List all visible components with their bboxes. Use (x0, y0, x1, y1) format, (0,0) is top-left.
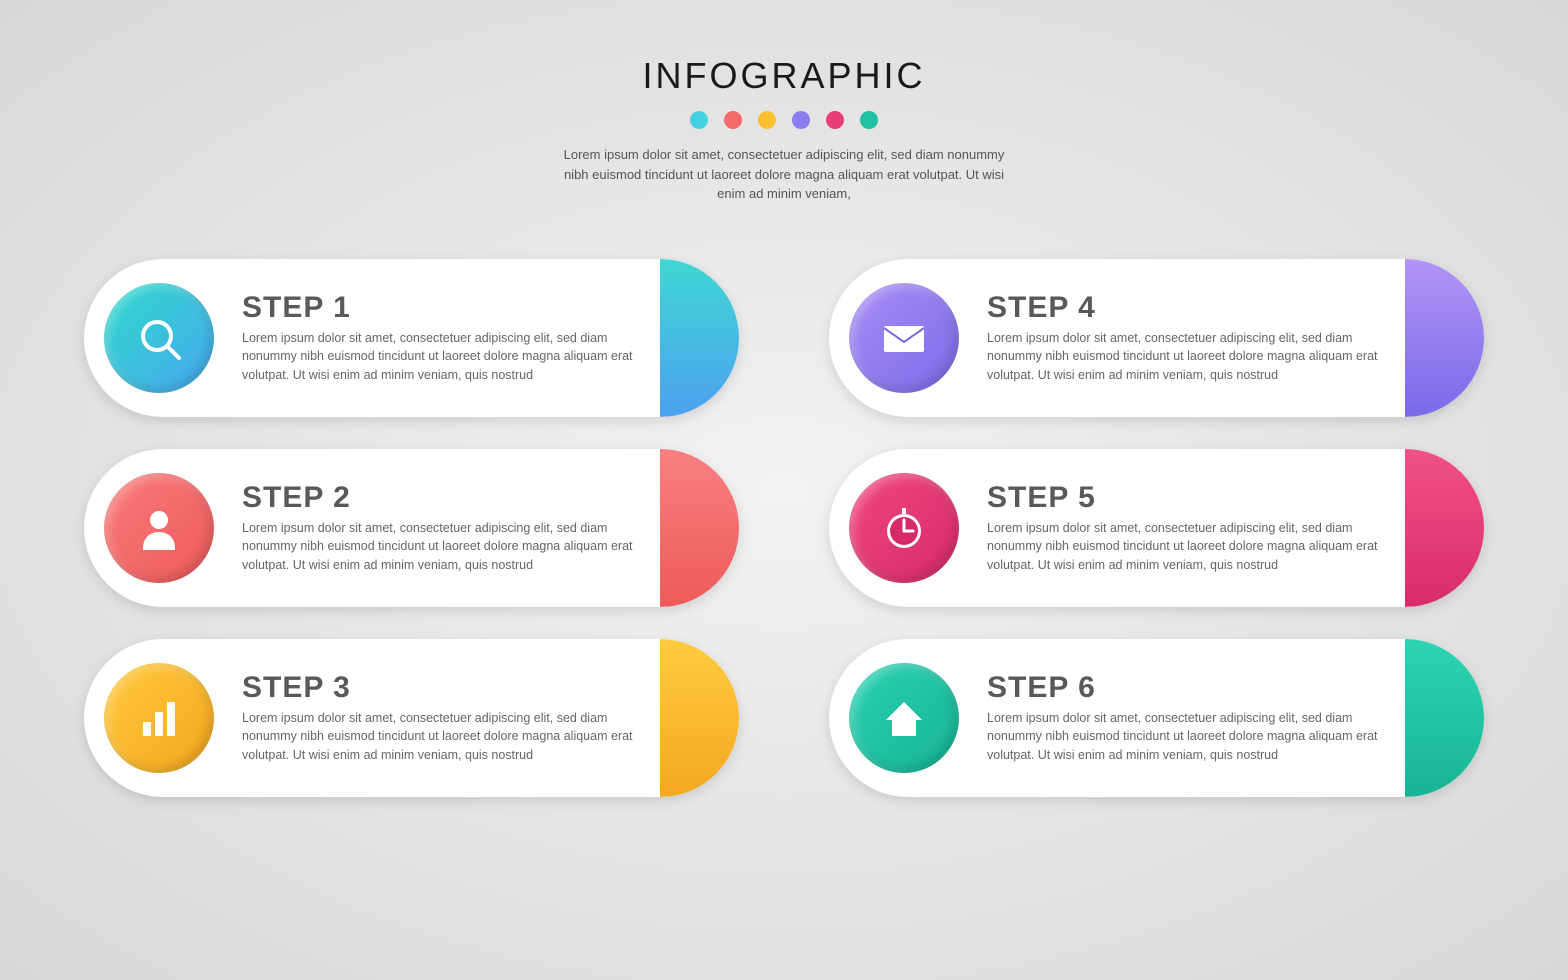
card-end-cap (660, 449, 739, 607)
user-icon (104, 473, 214, 583)
step-card: STEP 4 Lorem ipsum dolor sit amet, consec… (829, 259, 1484, 417)
step-card: STEP 1 Lorem ipsum dolor sit amet, consec… (84, 259, 739, 417)
card-end-cap (1405, 449, 1484, 607)
page-title: INFOGRAPHIC (554, 55, 1014, 97)
chart-icon (104, 663, 214, 773)
step-text: STEP 5 Lorem ipsum dolor sit amet, consec… (987, 481, 1404, 573)
mail-icon (849, 283, 959, 393)
step-title: STEP 4 (987, 291, 1404, 325)
step-description: Lorem ipsum dolor sit amet, consectetuer… (242, 329, 659, 383)
step-text: STEP 1 Lorem ipsum dolor sit amet, consec… (242, 291, 659, 383)
card-end-cap (1405, 639, 1484, 797)
legend-dot (792, 111, 810, 129)
legend-dot (758, 111, 776, 129)
header: INFOGRAPHIC Lorem ipsum dolor sit amet, … (554, 55, 1014, 204)
header-subtitle: Lorem ipsum dolor sit amet, consectetuer… (554, 145, 1014, 204)
step-card: STEP 5 Lorem ipsum dolor sit amet, consec… (829, 449, 1484, 607)
step-text: STEP 2 Lorem ipsum dolor sit amet, consec… (242, 481, 659, 573)
home-icon (849, 663, 959, 773)
step-title: STEP 1 (242, 291, 659, 325)
step-description: Lorem ipsum dolor sit amet, consectetuer… (987, 329, 1404, 383)
card-end-cap (1405, 259, 1484, 417)
search-icon (104, 283, 214, 393)
legend-dots (554, 111, 1014, 129)
step-title: STEP 6 (987, 671, 1404, 705)
step-description: Lorem ipsum dolor sit amet, consectetuer… (987, 709, 1404, 763)
legend-dot (724, 111, 742, 129)
step-card: STEP 6 Lorem ipsum dolor sit amet, consec… (829, 639, 1484, 797)
card-end-cap (660, 639, 739, 797)
card-end-cap (660, 259, 739, 417)
legend-dot (860, 111, 878, 129)
step-description: Lorem ipsum dolor sit amet, consectetuer… (987, 519, 1404, 573)
step-text: STEP 3 Lorem ipsum dolor sit amet, consec… (242, 671, 659, 763)
step-text: STEP 4 Lorem ipsum dolor sit amet, consec… (987, 291, 1404, 383)
step-title: STEP 2 (242, 481, 659, 515)
step-description: Lorem ipsum dolor sit amet, consectetuer… (242, 709, 659, 763)
step-description: Lorem ipsum dolor sit amet, consectetuer… (242, 519, 659, 573)
step-card: STEP 3 Lorem ipsum dolor sit amet, consec… (84, 639, 739, 797)
step-text: STEP 6 Lorem ipsum dolor sit amet, consec… (987, 671, 1404, 763)
step-card: STEP 2 Lorem ipsum dolor sit amet, consec… (84, 449, 739, 607)
step-title: STEP 3 (242, 671, 659, 705)
legend-dot (690, 111, 708, 129)
legend-dot (826, 111, 844, 129)
clock-icon (849, 473, 959, 583)
step-title: STEP 5 (987, 481, 1404, 515)
steps-grid: STEP 1 Lorem ipsum dolor sit amet, consec… (84, 259, 1484, 797)
